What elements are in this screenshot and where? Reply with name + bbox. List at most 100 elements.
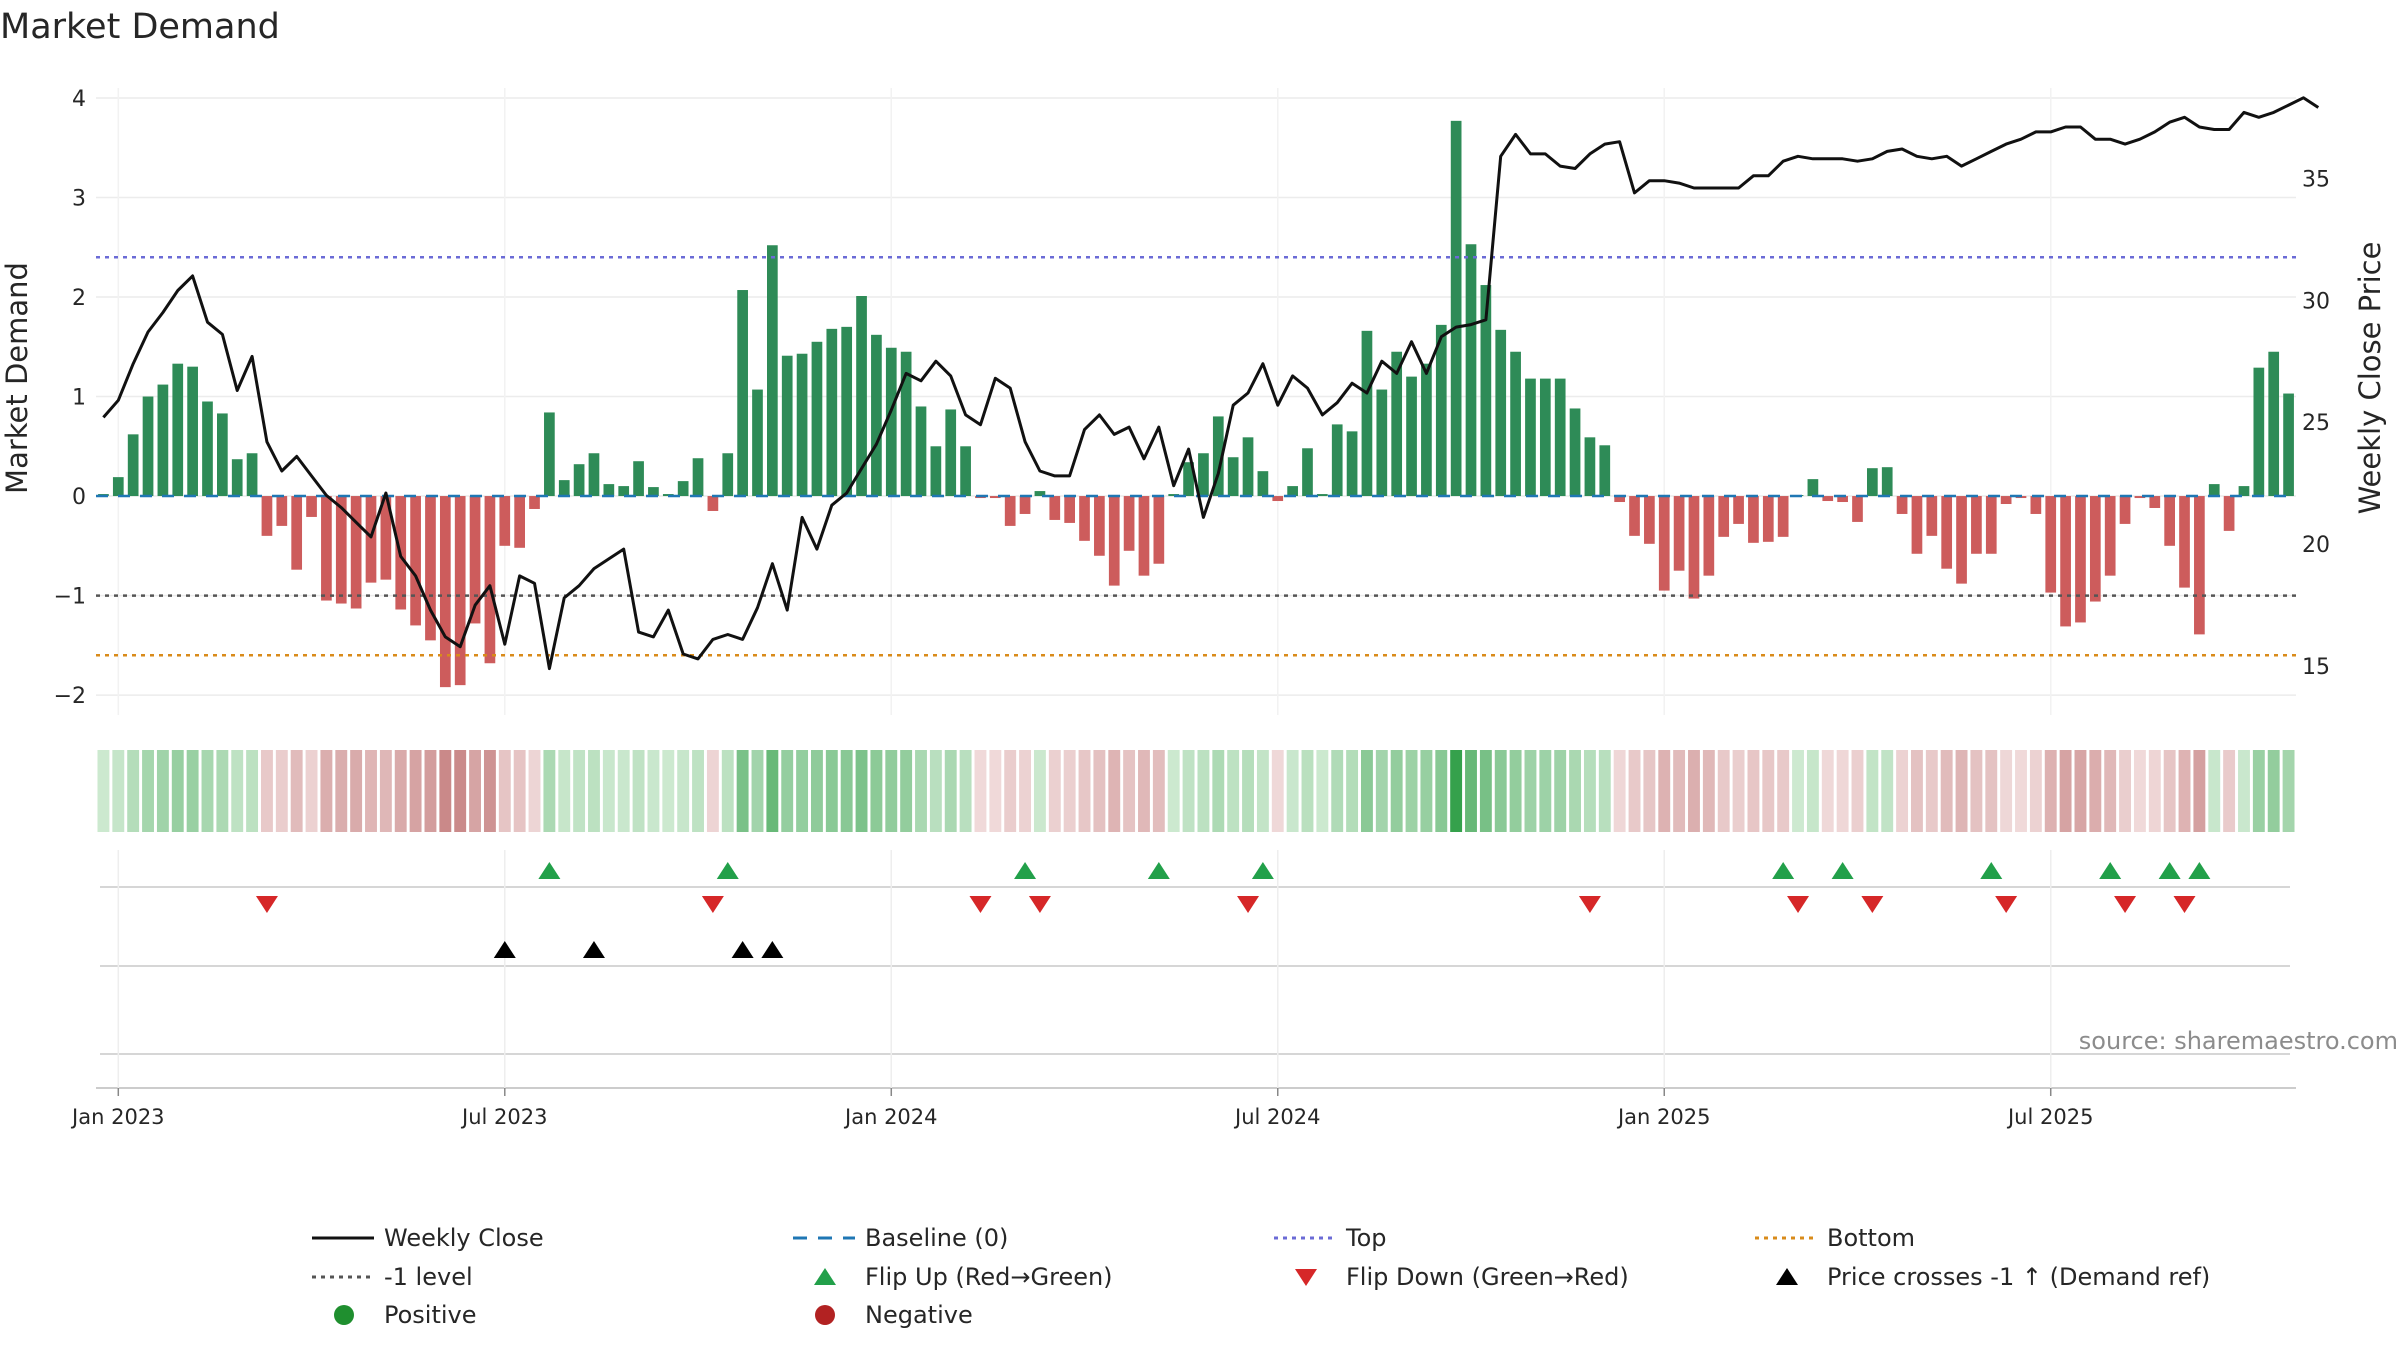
demand-bar bbox=[573, 464, 585, 497]
heat-cell bbox=[1152, 750, 1165, 832]
demand-bar bbox=[321, 496, 332, 601]
heat-cell bbox=[543, 750, 556, 832]
heat-cell bbox=[1286, 750, 1299, 832]
heat-cell bbox=[186, 750, 199, 832]
demand-bar bbox=[365, 496, 377, 583]
demand-bar bbox=[306, 496, 317, 517]
heat-cell bbox=[1494, 750, 1507, 832]
x-axis-ticks: Jan 2023 Jul 2023 Jan 2024 Jul 2024 Jan 2025… bbox=[70, 1088, 2093, 1129]
heat-cell bbox=[1836, 750, 1849, 832]
flip-up-marker bbox=[1772, 862, 1795, 879]
demand-bar bbox=[752, 389, 763, 497]
heat-cell bbox=[127, 750, 140, 832]
heat-cell bbox=[870, 750, 883, 832]
demand-bar bbox=[930, 446, 942, 497]
heat-cell bbox=[2193, 750, 2206, 832]
demand-bar bbox=[722, 453, 734, 497]
heat-cell bbox=[2252, 750, 2265, 832]
heat-cell bbox=[1539, 750, 1552, 832]
heat-cell bbox=[1450, 750, 1463, 832]
legend-label: Positive bbox=[384, 1301, 477, 1329]
flip-down-marker bbox=[2114, 896, 2137, 913]
heat-cell bbox=[959, 750, 972, 832]
demand-bar bbox=[127, 434, 139, 497]
demand-bar bbox=[1510, 351, 1521, 497]
y-tick-label: −2 bbox=[54, 684, 86, 709]
demand-bar bbox=[2253, 367, 2265, 497]
price-cross-marker bbox=[731, 941, 754, 958]
heat-cell bbox=[1509, 750, 1522, 832]
demand-bar bbox=[1539, 378, 1551, 497]
demand-bar bbox=[796, 353, 808, 497]
flip-down-marker bbox=[1787, 896, 1810, 913]
heat-cell bbox=[1762, 750, 1775, 832]
heat-cell bbox=[1465, 750, 1477, 832]
heat-cell bbox=[1048, 750, 1061, 832]
demand-bar bbox=[291, 496, 303, 570]
y-axis-label: Market Demand bbox=[0, 262, 34, 494]
heat-cell bbox=[885, 750, 898, 832]
heat-cell bbox=[1138, 750, 1150, 832]
heat-cell bbox=[1628, 750, 1641, 832]
heat-cell bbox=[469, 750, 481, 832]
heat-cell bbox=[201, 750, 214, 832]
demand-bar bbox=[1480, 285, 1492, 497]
heat-cell bbox=[573, 750, 586, 832]
heat-cell bbox=[2015, 750, 2027, 832]
y2-tick-label: 25 bbox=[2302, 411, 2330, 436]
demand-bar bbox=[1703, 496, 1715, 576]
y-tick-label: 4 bbox=[72, 87, 86, 112]
legend-swatch bbox=[1295, 1269, 1317, 1286]
heat-cell bbox=[1613, 750, 1626, 832]
heat-cell bbox=[528, 750, 541, 832]
demand-bar bbox=[811, 341, 823, 497]
heat-cell bbox=[2029, 750, 2042, 832]
legend-label: Top bbox=[1345, 1224, 1387, 1252]
heat-cell bbox=[840, 750, 853, 832]
heat-cell bbox=[290, 750, 303, 832]
legend-label: Flip Up (Red→Green) bbox=[865, 1263, 1113, 1291]
legend-label: Bottom bbox=[1827, 1224, 1915, 1252]
legend-label: Baseline (0) bbox=[865, 1224, 1008, 1252]
heat-cell bbox=[1182, 750, 1195, 832]
heat-cell bbox=[632, 750, 645, 832]
demand-bar bbox=[945, 409, 957, 497]
heat-cell bbox=[1123, 750, 1136, 832]
demand-bar bbox=[1138, 496, 1150, 576]
demand-bar bbox=[1911, 496, 1923, 554]
legend: Weekly Close Baseline (0) Top Bottom -1 leve… bbox=[312, 1224, 2210, 1329]
demand-bar bbox=[1094, 496, 1105, 556]
demand-bar bbox=[1123, 496, 1135, 551]
demand-bar bbox=[1450, 120, 1462, 497]
heat-cell bbox=[1479, 750, 1492, 832]
demand-bar bbox=[529, 496, 540, 509]
demand-bar bbox=[1837, 496, 1848, 503]
demand-bar bbox=[633, 461, 644, 497]
demand-bar bbox=[350, 496, 362, 609]
demand-bar bbox=[2268, 351, 2280, 497]
demand-bar bbox=[1391, 351, 1403, 497]
flip-up-marker bbox=[1251, 862, 1274, 879]
demand-bar bbox=[2194, 496, 2205, 635]
demand-bar bbox=[380, 496, 392, 580]
demand-bar bbox=[871, 334, 882, 497]
heat-cell bbox=[989, 750, 1002, 832]
demand-bar bbox=[826, 328, 838, 497]
demand-bar bbox=[1971, 496, 1982, 554]
demand-bar bbox=[1257, 471, 1269, 497]
demand-bar bbox=[469, 496, 481, 624]
heat-cell bbox=[662, 750, 675, 832]
demand-bar bbox=[692, 458, 704, 497]
heat-cell bbox=[1554, 750, 1567, 832]
heat-cell bbox=[1256, 750, 1269, 832]
heat-cell bbox=[1033, 750, 1046, 832]
demand-bar bbox=[1331, 424, 1343, 497]
demand-bar bbox=[1554, 378, 1566, 497]
flip-up-marker bbox=[2188, 862, 2211, 879]
heat-cell bbox=[409, 750, 422, 832]
heat-cell bbox=[706, 750, 719, 832]
demand-bar bbox=[2104, 496, 2116, 576]
y2-axis-label: Weekly Close Price bbox=[2353, 242, 2387, 515]
heat-cell bbox=[929, 750, 942, 832]
demand-bar bbox=[2164, 496, 2175, 546]
